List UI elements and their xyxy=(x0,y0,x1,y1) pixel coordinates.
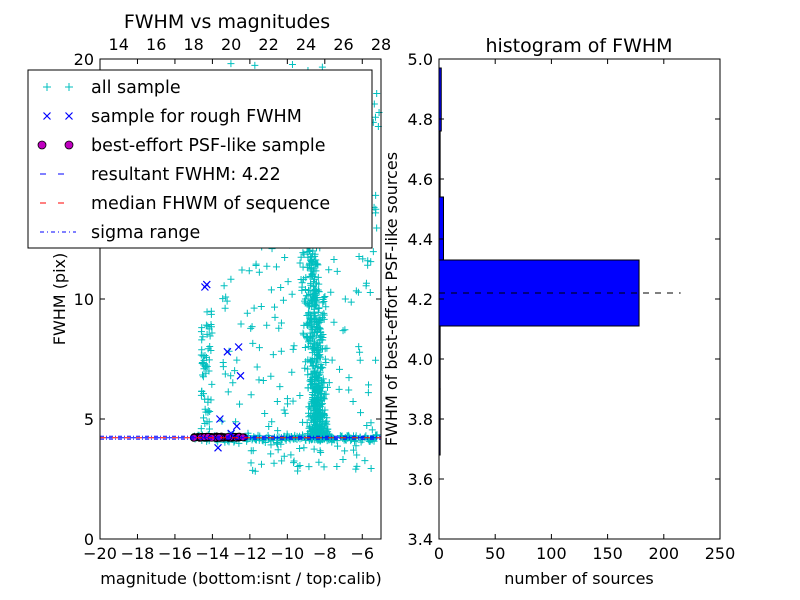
left-y-tick-label: 0 xyxy=(84,530,94,549)
right-x-tick-label: 200 xyxy=(649,544,680,563)
histogram-bar xyxy=(439,197,443,260)
bottom-tick-label: −10 xyxy=(270,544,304,563)
right-x-tick-label: 150 xyxy=(592,544,623,563)
legend-label: median FHWM of sequence xyxy=(91,194,330,214)
right-y-axis-label: FWHM of best-effort PSF-like sources xyxy=(382,152,401,446)
left-x-axis-label: magnitude (bottom:isnt / top:calib) xyxy=(100,569,381,588)
top-tick-label: 14 xyxy=(109,35,129,54)
right-x-tick-label: 0 xyxy=(434,544,444,563)
top-tick-label: 20 xyxy=(221,35,241,54)
top-tick-label: 18 xyxy=(183,35,203,54)
legend-circle-marker xyxy=(38,141,46,149)
right-y-tick-label: 3.4 xyxy=(408,530,433,549)
right-y-tick-label: 4.8 xyxy=(408,110,433,129)
right-x-tick-label: 100 xyxy=(536,544,567,563)
legend-box xyxy=(28,70,372,248)
right-chart-title: histogram of FWHM xyxy=(485,35,672,57)
right-y-tick-label: 4.2 xyxy=(408,290,433,309)
legend-label: sigma range xyxy=(91,223,200,243)
right-y-tick-label: 4.0 xyxy=(408,350,433,369)
bottom-tick-label: −16 xyxy=(158,544,192,563)
legend-label: best-effort PSF-like sample xyxy=(91,136,326,156)
legend: all sample sample for rough FWHM best-effo… xyxy=(28,70,372,248)
legend-circle-marker xyxy=(65,141,73,149)
bottom-tick-label: −18 xyxy=(121,544,155,563)
left-y-tick-label: 10 xyxy=(74,290,94,309)
top-tick-label: 24 xyxy=(296,35,316,54)
bottom-tick-label: −6 xyxy=(350,544,374,563)
bottom-tick-label: −14 xyxy=(196,544,230,563)
left-y-tick-label: 20 xyxy=(74,50,94,69)
left-chart-title: FWHM vs magnitudes xyxy=(124,11,330,33)
right-y-tick-label: 5.0 xyxy=(408,50,433,69)
top-tick-label: 22 xyxy=(258,35,278,54)
legend-label: resultant FWHM: 4.22 xyxy=(91,165,281,185)
top-tick-label: 16 xyxy=(146,35,166,54)
right-y-tick-label: 4.6 xyxy=(408,170,433,189)
left-y-axis-label: FWHM (pix) xyxy=(50,253,69,346)
legend-label: sample for rough FWHM xyxy=(91,107,302,127)
legend-label: all sample xyxy=(91,78,181,98)
right-x-tick-label: 50 xyxy=(485,544,505,563)
bottom-tick-label: −12 xyxy=(233,544,267,563)
left-y-tick-label: 5 xyxy=(84,410,94,429)
right-x-axis-label: number of sources xyxy=(504,569,654,588)
right-y-tick-label: 3.8 xyxy=(408,410,433,429)
top-tick-label: 28 xyxy=(371,35,391,54)
top-tick-label: 26 xyxy=(333,35,353,54)
right-y-tick-label: 3.6 xyxy=(408,470,433,489)
right-x-tick-label: 250 xyxy=(705,544,736,563)
bottom-tick-label: −8 xyxy=(313,544,337,563)
right-y-tick-label: 4.4 xyxy=(408,230,433,249)
